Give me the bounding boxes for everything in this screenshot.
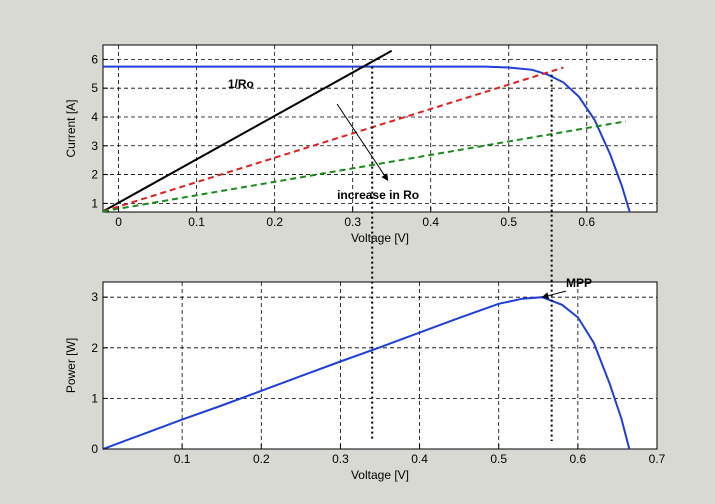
iv-x-tick-label: 0.5 — [500, 215, 517, 229]
iv-y-tick-label: 6 — [91, 52, 98, 66]
iv-curve-line — [103, 65, 631, 213]
pv-x-tick-label: 0.6 — [570, 452, 587, 466]
pv-x-tick-label: 0.4 — [411, 452, 428, 466]
increase-in-ro-annotation: increase in Ro — [337, 188, 419, 202]
pv-y-tick-label: 0 — [91, 442, 98, 456]
pv-x-tick-label: 0.7 — [649, 452, 666, 466]
iv-x-tick-label: 0.4 — [422, 215, 439, 229]
iv-y-axis-label: Current [A] — [64, 99, 78, 157]
pv-plot-area — [102, 281, 658, 450]
iv-x-tick-label: 0.1 — [188, 215, 205, 229]
iv-y-tick-label: 2 — [91, 168, 98, 182]
load-line-3-line — [102, 120, 626, 213]
one-over-ro-annotation: 1/Ro — [228, 77, 254, 91]
iv-y-tick-label: 5 — [91, 81, 98, 95]
pv-x-tick-label: 0.1 — [174, 452, 191, 466]
pv-x-axis-label: Voltage [V] — [351, 468, 409, 482]
pv-y-tick-label: 1 — [91, 391, 98, 405]
pv-x-tick-label: 0.2 — [253, 452, 270, 466]
iv-ticks: 0 0.1 0.2 0.3 0.4 0.5 0.6 1 2 3 4 5 6 — [91, 52, 595, 229]
pv-y-tick-label: 2 — [91, 341, 98, 355]
iv-x-tick-label: 0.6 — [578, 215, 595, 229]
pv-plot: 0.1 0.2 0.3 0.4 0.5 0.6 0.7 0 1 2 3 Voltage [V] Po… — [64, 276, 666, 482]
mpp-annotation: MPP — [566, 276, 592, 290]
load-line-1-line — [102, 49, 393, 213]
iv-y-tick-label: 4 — [91, 110, 98, 124]
pv-y-axis-label: Power [W] — [64, 338, 78, 393]
pv-series — [102, 296, 631, 450]
increase-in-ro-arrow — [336, 103, 389, 181]
pv-x-tick-label: 0.5 — [490, 452, 507, 466]
iv-x-tick-label: 0 — [115, 215, 122, 229]
iv-plot-area — [102, 44, 658, 213]
iv-x-tick-label: 0.3 — [344, 215, 361, 229]
iv-y-tick-label: 3 — [91, 139, 98, 153]
pv-curve-line — [102, 296, 631, 450]
iv-y-tick-label: 1 — [91, 196, 98, 210]
iv-plot: 0 0.1 0.2 0.3 0.4 0.5 0.6 1 2 3 4 5 6 Voltage [V] Cu… — [64, 44, 658, 245]
iv-x-tick-label: 0.2 — [266, 215, 283, 229]
iv-series — [102, 49, 631, 213]
iv-x-axis-label: Voltage [V] — [351, 231, 409, 245]
mpp-arrow — [541, 290, 567, 300]
load-line-2-line — [102, 66, 564, 213]
iv-grid — [103, 45, 657, 212]
pv-y-tick-label: 3 — [91, 290, 98, 304]
pv-ticks: 0.1 0.2 0.3 0.4 0.5 0.6 0.7 0 1 2 3 — [91, 290, 665, 466]
pv-x-tick-label: 0.3 — [332, 452, 349, 466]
